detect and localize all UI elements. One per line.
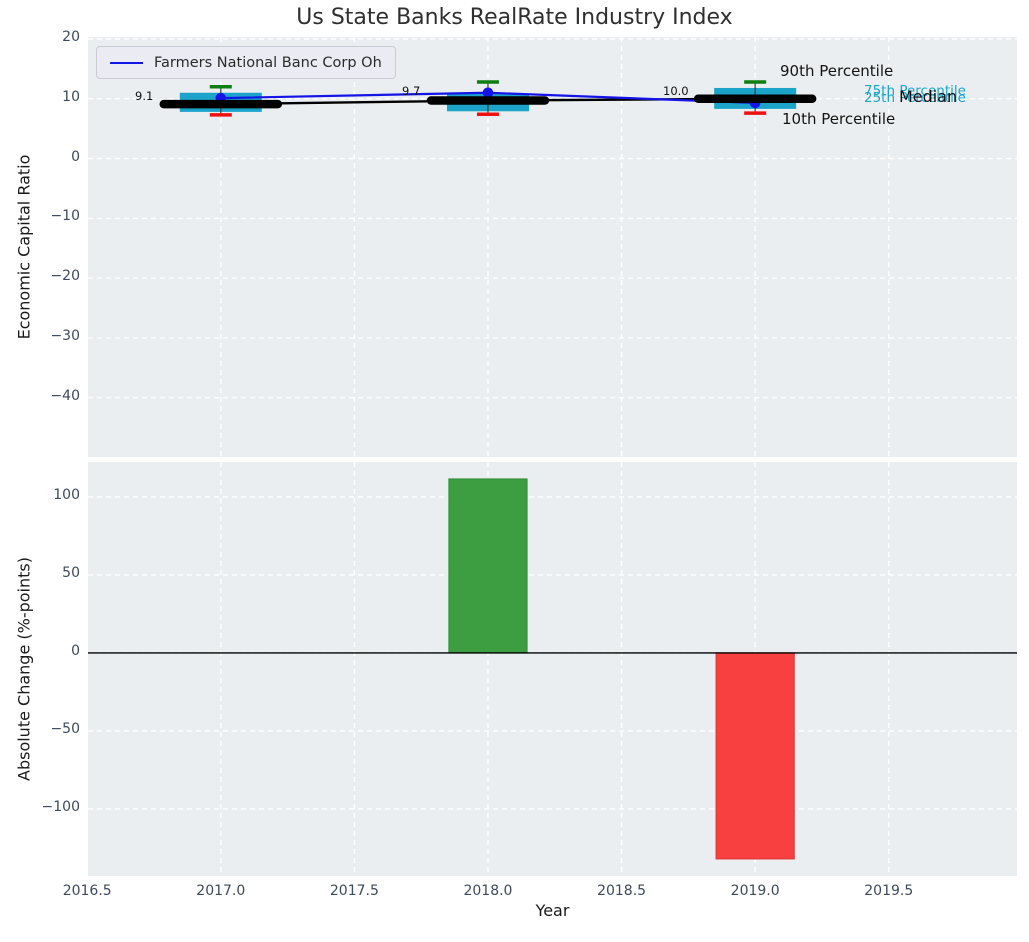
x-tick-label: 2017.0 [196, 883, 246, 899]
x-axis-label: Year [535, 901, 570, 920]
y-tick-label: 20 [62, 28, 80, 45]
median-value-label-2018: 9.7 [402, 84, 421, 98]
bottom-plot-area [86, 462, 1017, 876]
top-plot-area [86, 37, 1017, 457]
change-bar [448, 478, 528, 654]
y-tick-label: 100 [53, 486, 80, 503]
bar-chart-svg [86, 462, 1017, 876]
annotation-90th-percentile: 90th Percentile [780, 62, 894, 80]
legend-line-sample [110, 61, 143, 64]
median-value-label-2019: 10.0 [663, 84, 689, 98]
y-tick-label: 10 [62, 88, 80, 105]
y-tick-label: −10 [50, 208, 80, 225]
legend-label: Farmers National Banc Corp Oh [154, 54, 382, 71]
x-tick-label: 2018.5 [597, 883, 647, 899]
annotation-75th-percentile: 75th Percentile [864, 83, 966, 99]
y-axis-label-bottom: Absolute Change (%-points) [14, 557, 34, 781]
boxplot-svg [86, 37, 1017, 457]
chart-title: Us State Banks RealRate Industry Index [296, 5, 733, 30]
change-bar [715, 652, 795, 860]
y-tick-label: −30 [50, 327, 80, 344]
annotation-median: Median [899, 87, 958, 106]
annotation-10th-percentile: 10th Percentile [782, 110, 896, 128]
x-tick-label: 2018.0 [463, 883, 513, 899]
y-tick-label: 0 [71, 642, 80, 659]
x-tick-label: 2016.5 [62, 883, 112, 899]
y-tick-label: 0 [71, 148, 80, 165]
x-tick-label: 2019.5 [864, 883, 914, 899]
y-axis-label-top: Economic Capital Ratio [14, 154, 34, 340]
x-tick-label: 2017.5 [329, 883, 379, 899]
y-tick-label: −40 [50, 387, 80, 404]
y-tick-label: −20 [50, 268, 80, 285]
legend: Farmers National Banc Corp Oh [96, 46, 396, 79]
annotation-25th-percentile: 25th Percentile [864, 90, 966, 106]
y-tick-label: 50 [62, 564, 80, 581]
company-point [482, 87, 494, 99]
y-tick-label: −100 [41, 798, 80, 815]
x-tick-label: 2019.0 [730, 883, 780, 899]
median-value-label-2017: 9.1 [135, 89, 154, 103]
y-tick-label: −50 [50, 720, 80, 737]
